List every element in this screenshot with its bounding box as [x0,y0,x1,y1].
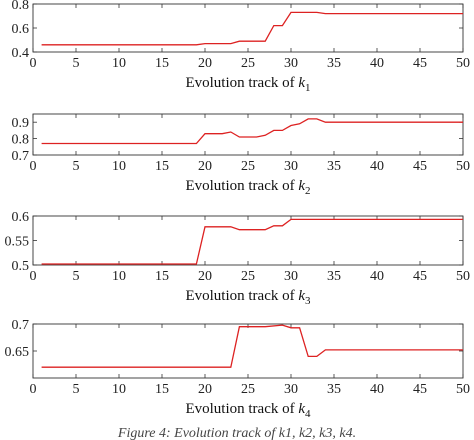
plot-frame [32,215,464,266]
y-tick-label: 0.5 [12,259,30,274]
x-axis-label-subscript: 2 [305,185,311,197]
x-axis-label-subscript: 4 [305,408,311,420]
x-tick-label: 15 [155,56,169,71]
x-tick-label: 45 [413,56,427,71]
x-tick-label: 35 [327,382,341,397]
x-tick-label: 40 [370,56,384,71]
x-tick-label: 50 [456,159,470,174]
x-tick-label: 40 [370,269,384,284]
series-line [41,118,463,145]
x-tick-label: 0 [30,269,37,284]
x-tick-label: 25 [241,159,255,174]
x-axis-label-text: Evolution track of [185,288,298,304]
y-tick-label: 0.8 [12,133,30,148]
y-tick-label: 0.6 [12,210,30,225]
x-tick-label: 0 [30,56,37,71]
x-tick-label: 30 [284,56,298,71]
x-axis-label-text: Evolution track of [185,178,298,194]
x-tick-label: 0 [30,382,37,397]
x-tick-label: 10 [112,159,126,174]
plot-frame [32,113,464,156]
x-tick-label: 5 [73,382,80,397]
x-tick-label: 35 [327,56,341,71]
x-axis-label-subscript: 1 [305,82,311,94]
x-axis-label-symbol: k [298,401,305,417]
x-tick-label: 0 [30,159,37,174]
figure-caption: Figure 4: Evolution track of k1, k2, k3,… [117,426,356,440]
x-tick-label: 45 [413,159,427,174]
x-tick-label: 15 [155,269,169,284]
x-tick-label: 20 [198,382,212,397]
y-tick-label: 0.65 [5,345,30,360]
y-tick-label: 0.7 [12,318,30,333]
y-tick-label: 0.9 [12,116,30,131]
x-tick-label: 10 [112,269,126,284]
y-tick-label: 0.8 [12,0,30,13]
series-line [41,218,463,265]
x-axis-label-symbol: k [298,288,305,304]
x-tick-label: 45 [413,269,427,284]
x-tick-label: 30 [284,382,298,397]
x-tick-label: 50 [456,56,470,71]
x-tick-label: 45 [413,382,427,397]
x-tick-label: 15 [155,382,169,397]
x-tick-label: 5 [73,56,80,71]
x-axis-label: Evolution track of k1 [185,75,310,94]
series-line [41,11,463,46]
x-tick-label: 5 [73,159,80,174]
plot-frame [32,323,464,379]
x-axis-label-text: Evolution track of [185,401,298,417]
x-axis-label: Evolution track of k2 [185,178,310,197]
y-tick-label: 0.7 [12,149,30,164]
y-tick-label: 0.6 [12,22,30,37]
x-tick-label: 20 [198,269,212,284]
x-tick-label: 20 [198,159,212,174]
x-axis-label-symbol: k [298,178,305,194]
x-axis-label: Evolution track of k3 [185,288,311,307]
x-tick-label: 20 [198,56,212,71]
panel-1: 0 5 10 15 20 25 30 35 40 45 50 0.4 0.6 0.8 Evolution t… [12,0,471,94]
x-tick-label: 30 [284,269,298,284]
y-tick-label: 0.55 [5,235,30,250]
series-line [41,324,463,368]
x-tick-label: 40 [370,159,384,174]
x-tick-label: 25 [241,382,255,397]
x-tick-label: 40 [370,382,384,397]
x-axis-label-symbol: k [298,75,305,91]
y-tick-label: 0.4 [12,46,30,61]
x-tick-label: 35 [327,269,341,284]
x-tick-label: 30 [284,159,298,174]
x-tick-label: 50 [456,269,470,284]
x-tick-label: 10 [112,56,126,71]
x-axis-label: Evolution track of k4 [185,401,311,420]
panel-2: 0 5 10 15 20 25 30 35 40 45 50 0.70.8 0.9 Evolution t… [12,113,470,197]
x-tick-label: 25 [241,269,255,284]
x-tick-label: 5 [73,269,80,284]
x-tick-label: 35 [327,159,341,174]
x-axis-label-subscript: 3 [305,295,311,307]
x-tick-label: 15 [155,159,169,174]
x-axis-label-text: Evolution track of [185,75,298,91]
panel-3: 0 5 10 15 20 25 30 35 40 45 50 0.5 0.55 0.6 Evolution … [5,210,471,307]
x-tick-label: 50 [456,382,470,397]
x-tick-label: 10 [112,382,126,397]
x-tick-label: 25 [241,56,255,71]
panel-4: 0 5 10 15 20 25 30 35 40 45 50 0.65 0.7 Evolution tra… [5,318,471,420]
